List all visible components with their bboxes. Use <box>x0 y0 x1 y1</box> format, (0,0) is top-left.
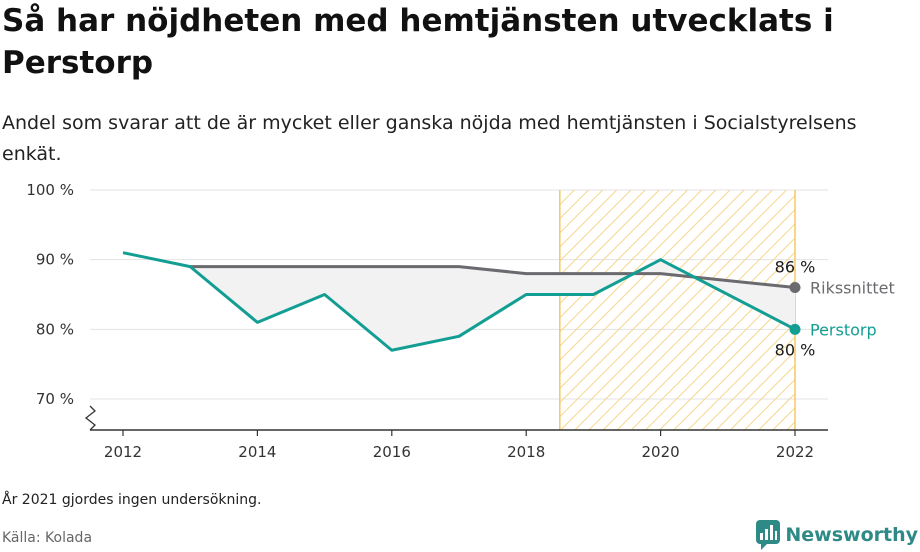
y-tick-label-90: 90 % <box>36 251 74 269</box>
series-line-perstorp <box>122 251 796 352</box>
x-tick-label-2012: 2012 <box>104 443 142 461</box>
chart-subtitle: Andel som svarar att de är mycket eller … <box>2 112 857 165</box>
series-endpoint-rikssnittet <box>789 282 801 294</box>
chart-title: Så har nöjdheten med hemtjänsten utveckl… <box>2 3 834 81</box>
series-endpoint-perstorp <box>789 323 801 335</box>
y-axis-break-marker <box>84 405 96 431</box>
x-tick-label-2022: 2022 <box>776 443 814 461</box>
source-credit: Källa: Kolada <box>2 530 93 546</box>
end-value-label-rikssnittet: 86 % <box>775 258 816 277</box>
y-tick-label-80: 80 % <box>36 320 74 338</box>
x-tick-label-2014: 2014 <box>238 443 276 461</box>
series-name-label-rikssnittet: Rikssnittet <box>810 279 895 298</box>
x-tick-label-2016: 2016 <box>373 443 411 461</box>
series-name-label-perstorp: Perstorp <box>810 320 877 339</box>
brand-logo: Newsworthy <box>756 518 918 552</box>
footnote: År 2021 gjordes ingen undersökning. <box>2 492 262 508</box>
line-chart: 70 % 80 % 90 % 100 % 2012 2014 2016 2018 2020 20… <box>26 181 895 461</box>
x-tick-label-2018: 2018 <box>507 443 545 461</box>
newsworthy-logo-icon <box>756 520 781 550</box>
brand-name: Newsworthy <box>785 524 918 546</box>
end-value-label-perstorp: 80 % <box>775 340 816 359</box>
y-tick-label-100: 100 % <box>26 181 74 199</box>
x-tick-label-2020: 2020 <box>642 443 680 461</box>
y-tick-label-70: 70 % <box>36 390 74 408</box>
gap-area <box>190 259 795 351</box>
series-line-rikssnittet <box>190 265 796 290</box>
